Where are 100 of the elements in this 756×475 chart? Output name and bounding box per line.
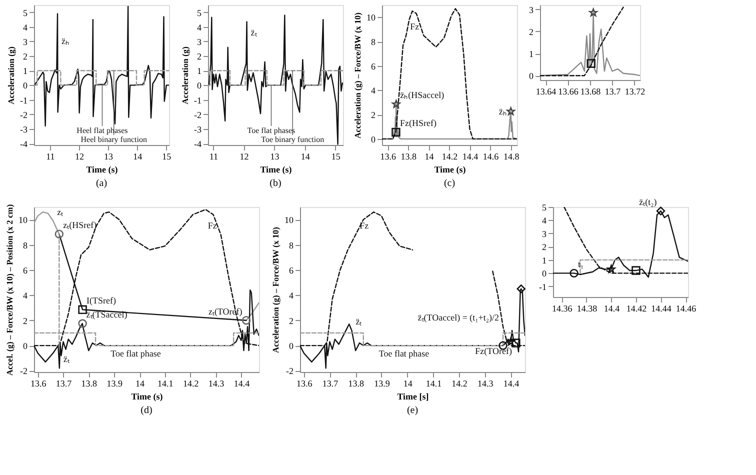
x-axis-title: Time (s) (131, 392, 163, 402)
y-tick-label: 1 (542, 255, 546, 266)
y-tick-label: 10 (366, 12, 376, 23)
x-tick-label: 14 (300, 152, 310, 162)
y-tick-label: 2 (529, 26, 534, 37)
annotation: Fz(HSref) (400, 118, 436, 128)
x-tick-label: 14.3 (478, 378, 494, 388)
x-tick-label: 13.72 (624, 86, 646, 96)
y-tick-label: -2 (194, 110, 202, 120)
point (392, 100, 400, 108)
y-tick-label: -4 (194, 139, 202, 150)
y-tick-label: 4 (289, 290, 294, 301)
y-tick-label: 4 (23, 290, 28, 301)
x-tick-label: 14.38 (576, 304, 598, 314)
x-tick-label: 12 (75, 152, 84, 162)
y-tick-label: -1 (20, 95, 28, 106)
y-tick-label: 8 (289, 240, 294, 250)
y-tick-label: 4 (542, 216, 547, 226)
annotation: zₜ(TOref) (208, 306, 242, 316)
annotation: I(TSref) (86, 296, 116, 306)
x-tick-label: 14.2 (442, 152, 458, 162)
point (632, 266, 640, 275)
x-tick-label: 14.4 (503, 378, 520, 388)
annotation: Toe binary function (261, 135, 324, 144)
x-tick-label: 13.6 (380, 152, 397, 162)
x-tick-label: 14.1 (158, 378, 174, 388)
annotation: Fz (410, 21, 420, 32)
x-tick-label: 11 (209, 152, 218, 162)
y-tick-label: 3 (529, 4, 534, 15)
y-tick-label: 2 (542, 242, 546, 252)
y-axis-title: Acceleration (g) (6, 46, 16, 104)
y-axis-title: Acceleration (g) – Force/BW (x 10) (352, 12, 362, 138)
text: (b) (270, 178, 282, 189)
x-tick-label: 13.8 (400, 152, 418, 162)
y-tick-label: 0 (542, 268, 547, 279)
y-axis-title: Acceleration (g) (180, 46, 190, 104)
text: (a) (96, 178, 108, 189)
line-series (34, 6, 169, 127)
y-tick-label: 6 (371, 61, 376, 72)
annotation: z̈ₜ (250, 27, 257, 38)
x-tick-label: 14.42 (626, 304, 647, 314)
annotation: z̈ₕ (61, 36, 70, 46)
y-tick-label: 4 (371, 86, 376, 96)
x-tick-label: 14.46 (676, 304, 697, 314)
y-tick-label: -1 (539, 282, 546, 292)
x-tick-label: 14.4 (462, 152, 479, 162)
y-tick-label: 6 (23, 265, 28, 276)
y-tick-label: -3 (20, 124, 28, 134)
x-tick-label: 13.8 (348, 378, 364, 388)
y-tick-label: 4 (197, 22, 202, 32)
y-tick-label: 5 (23, 8, 28, 18)
x-tick-label: 14 (133, 152, 143, 162)
x-tick-label: 14 (424, 152, 434, 162)
x-tick-label: 12 (240, 152, 249, 162)
y-tick-label: 0 (23, 80, 28, 91)
annotation: Fz(TOref) (475, 346, 512, 356)
y-tick-label: 2 (289, 316, 294, 326)
x-tick-label: 14.3 (208, 378, 225, 388)
y-tick-label: 1 (529, 49, 534, 60)
y-tick-label: 10 (18, 215, 28, 226)
y-tick-label: 2 (197, 52, 202, 62)
y-tick-label: -3 (194, 124, 202, 134)
x-tick-label: 14.4 (604, 304, 620, 314)
annotation: z̈ₜ(TOaccel) = (t₁+t₂)/2 (418, 312, 500, 323)
text: (e) (406, 405, 418, 416)
y-tick-label: 5 (197, 8, 202, 18)
line-series (540, 6, 624, 76)
x-tick-label: 13.9 (106, 378, 123, 388)
x-tick-label: 13.64 (536, 86, 557, 96)
point (516, 284, 526, 294)
x-tick-label: 14.1 (426, 378, 442, 388)
y-tick-label: 0 (529, 71, 534, 82)
annotation: zₜ (57, 206, 64, 217)
y-tick-label: 5 (542, 202, 547, 212)
annotation: Toe flat phase (110, 348, 161, 359)
annotation: Fz (208, 220, 217, 231)
y-tick-label: 8 (371, 37, 376, 48)
x-tick-label: 14 (136, 378, 146, 388)
text: (c) (444, 178, 456, 189)
y-tick-label: 6 (289, 265, 294, 276)
annotation: Toe flat phase (378, 348, 430, 359)
x-tick-label: 13.66 (558, 86, 579, 96)
x-tick-label: 15 (331, 152, 341, 162)
x-tick-label: 14.2 (182, 378, 199, 388)
x-axis-title: Time (s) (86, 164, 118, 174)
x-tick-label: 13.9 (374, 378, 390, 388)
x-axis-title: Time (s) (434, 164, 466, 174)
y-axis-title: Accel. (g) – Force/BW (x 10) – Position (x 2 cm) (4, 204, 14, 376)
y-axis-title: Acceleration (g) – Force/BW (x 10) (270, 226, 280, 353)
y-tick-label: 3 (23, 36, 28, 47)
annotation: z̈ₜ (63, 354, 70, 364)
annotation: zₜ(HSref) (63, 220, 97, 230)
x-tick-label: 11 (46, 152, 55, 162)
y-tick-label: 3 (197, 36, 202, 47)
x-tick-label: 14.8 (503, 152, 520, 162)
y-tick-label: 2 (23, 316, 28, 326)
y-tick-label: 4 (23, 22, 28, 32)
y-tick-label: 3 (542, 228, 547, 239)
x-tick-label: 14 (403, 378, 413, 388)
point (656, 206, 666, 216)
